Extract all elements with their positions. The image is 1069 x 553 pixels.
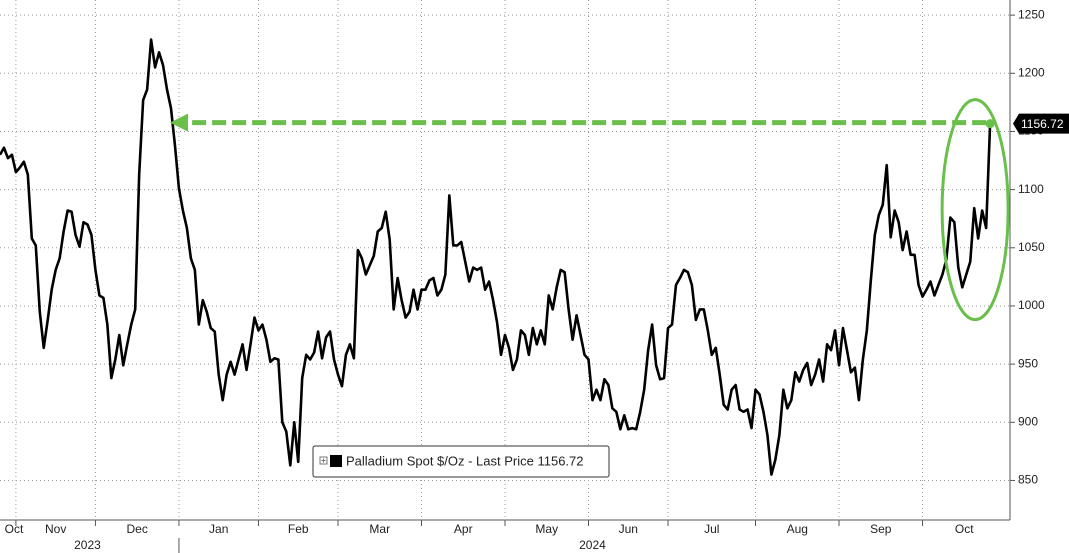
last-price-label: 1156.72 xyxy=(1021,117,1064,131)
x-year-label: 2024 xyxy=(579,538,606,552)
arrow-head xyxy=(170,113,188,132)
price-line xyxy=(0,38,992,476)
y-tick-label: 850 xyxy=(1018,473,1038,487)
x-tick-label: May xyxy=(535,522,558,536)
x-tick-label: Mar xyxy=(369,522,390,536)
x-tick-label: Feb xyxy=(288,522,309,536)
x-tick-label: Oct xyxy=(5,522,24,536)
legend-icon-plus xyxy=(321,458,326,463)
legend-label: Palladium Spot $/Oz - Last Price 1156.72 xyxy=(346,453,584,468)
x-tick-label: Oct xyxy=(955,522,974,536)
y-tick-label: 1250 xyxy=(1018,7,1045,21)
x-year-label: 2023 xyxy=(74,538,101,552)
end-dot xyxy=(985,119,995,129)
x-tick-label: Jun xyxy=(619,522,638,536)
legend-swatch xyxy=(330,455,342,467)
legend-icon-box xyxy=(319,456,328,465)
highlight-ellipse xyxy=(940,98,1010,322)
x-tick-label: Jul xyxy=(704,522,719,536)
y-tick-label: 1000 xyxy=(1018,298,1045,312)
y-tick-label: 900 xyxy=(1018,414,1038,428)
y-tick-label: 1100 xyxy=(1018,182,1044,196)
y-tick-label: 1200 xyxy=(1018,65,1045,79)
y-tick-label: 950 xyxy=(1018,356,1038,370)
x-tick-label: Nov xyxy=(45,522,66,536)
last-price-box xyxy=(1013,113,1069,134)
y-tick-label: 1050 xyxy=(1018,240,1045,254)
x-tick-label: Sep xyxy=(870,522,892,536)
x-tick-label: Aug xyxy=(787,522,808,536)
x-tick-label: Jan xyxy=(209,522,228,536)
x-tick-label: Dec xyxy=(127,522,148,536)
legend-box xyxy=(312,445,610,478)
x-tick-label: Apr xyxy=(454,522,473,536)
